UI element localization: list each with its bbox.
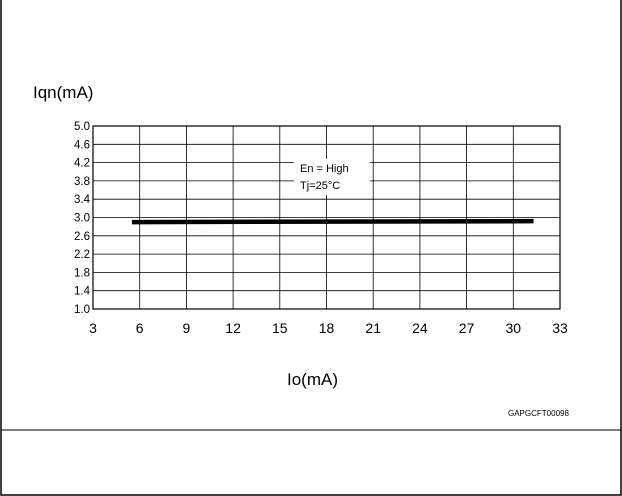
x-tick-label-5: 18 bbox=[319, 320, 335, 336]
annotation-line-1: En = High bbox=[300, 163, 349, 175]
y-tick-label-2: 4.2 bbox=[74, 158, 90, 170]
y-tick-label-1: 4.6 bbox=[74, 139, 90, 151]
x-tick-label-3: 12 bbox=[225, 320, 241, 336]
x-tick-label-7: 24 bbox=[412, 320, 428, 336]
series-group bbox=[131, 218, 534, 225]
plot-area bbox=[92, 125, 561, 310]
y-tick-label-4: 3.4 bbox=[74, 194, 91, 206]
y-tick-label-7: 2.2 bbox=[74, 249, 90, 261]
x-tick-labels: 3 6 9 12 15 18 21 24 27 30 33 bbox=[89, 320, 568, 336]
annotation-box bbox=[294, 159, 370, 195]
y-tick-label-10: 1.0 bbox=[74, 304, 90, 316]
grid-lines bbox=[92, 125, 561, 310]
x-tick-label-8: 27 bbox=[459, 320, 475, 336]
x-tick-label-0: 3 bbox=[89, 320, 97, 336]
annotation-line-2: Tj=25°C bbox=[300, 180, 340, 192]
x-tick-label-6: 21 bbox=[365, 320, 381, 336]
y-tick-label-8: 1.8 bbox=[74, 267, 90, 279]
series-line-0 bbox=[131, 218, 534, 225]
y-tick-label-3: 3.8 bbox=[74, 176, 90, 188]
y-tick-label-0: 5.0 bbox=[74, 121, 90, 133]
y-tick-label-6: 2.6 bbox=[74, 231, 90, 243]
x-tick-label-10: 33 bbox=[552, 320, 568, 336]
x-tick-label-1: 6 bbox=[136, 320, 144, 336]
x-axis-label: Io(mA) bbox=[287, 370, 338, 389]
y-tick-labels: 5.0 4.6 4.2 3.8 3.4 3.0 2.6 2.2 1.8 1.4 1.0 bbox=[74, 121, 91, 316]
y-tick-label-9: 1.4 bbox=[74, 286, 91, 298]
x-tick-label-4: 15 bbox=[272, 320, 288, 336]
figure-code: GAPGCFT00098 bbox=[508, 409, 569, 418]
y-axis-label: Iqn(mA) bbox=[33, 83, 93, 102]
x-tick-label-9: 30 bbox=[506, 320, 522, 336]
y-tick-label-5: 3.0 bbox=[74, 213, 90, 225]
x-tick-label-2: 9 bbox=[183, 320, 191, 336]
